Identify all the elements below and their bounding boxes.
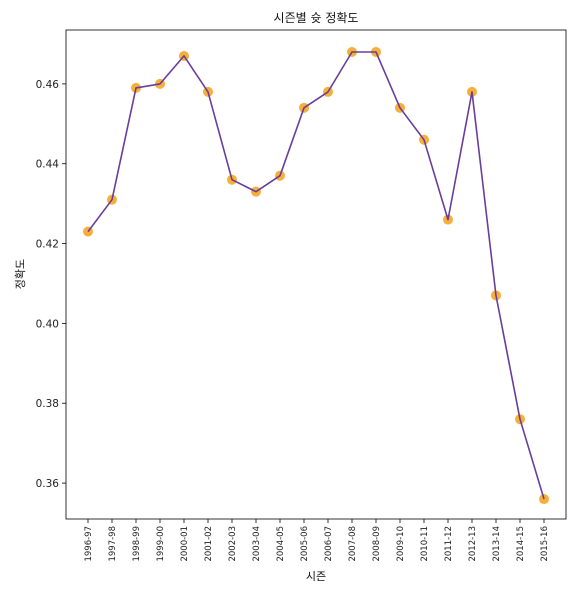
y-tick-label: 0.42 <box>36 239 59 251</box>
y-axis: 0.36 0.38 0.40 0.42 0.44 0.46 <box>36 79 66 490</box>
x-tick-label: 2014-15 <box>516 526 526 562</box>
y-axis-label: 정확도 <box>14 259 27 289</box>
x-tick-label: 2002-03 <box>228 526 238 562</box>
x-tick-label: 2011-12 <box>444 526 454 562</box>
x-axis: 1996-97 1997-98 1998-99 1999-00 2000-01 2001-… <box>84 519 550 562</box>
x-tick-label: 2007-08 <box>348 526 358 562</box>
y-tick-label: 0.44 <box>36 159 60 171</box>
y-tick-label: 0.46 <box>36 79 60 91</box>
x-tick-label: 2015-16 <box>540 526 550 562</box>
accuracy-series <box>83 46 549 505</box>
x-tick-label: 2012-13 <box>468 526 478 562</box>
x-axis-label: 시즌 <box>306 570 326 583</box>
y-tick-label: 0.40 <box>36 318 59 330</box>
x-tick-label: 2010-11 <box>420 526 430 562</box>
x-tick-label: 2005-06 <box>300 526 310 562</box>
y-tick-label: 0.38 <box>36 398 59 410</box>
series-line <box>87 51 545 500</box>
x-tick-label: 2000-01 <box>180 526 190 562</box>
x-tick-label: 2013-14 <box>492 526 502 562</box>
x-tick-label: 2003-04 <box>252 526 262 562</box>
x-tick-label: 1999-00 <box>156 526 166 562</box>
x-tick-label: 1998-99 <box>132 526 142 562</box>
x-tick-label: 1996-97 <box>84 526 94 562</box>
chart-title: 시즌별 슛 정확도 <box>274 11 359 25</box>
x-tick-label: 2009-10 <box>396 526 406 562</box>
y-tick-label: 0.36 <box>36 478 60 490</box>
x-tick-label: 2008-09 <box>372 526 382 562</box>
x-tick-label: 2004-05 <box>276 526 286 562</box>
x-tick-label: 2006-07 <box>324 526 334 562</box>
x-tick-label: 1997-98 <box>108 526 118 562</box>
x-tick-label: 2001-02 <box>204 526 214 562</box>
plot-area <box>65 29 567 520</box>
data-point-2015-16 <box>539 494 549 505</box>
